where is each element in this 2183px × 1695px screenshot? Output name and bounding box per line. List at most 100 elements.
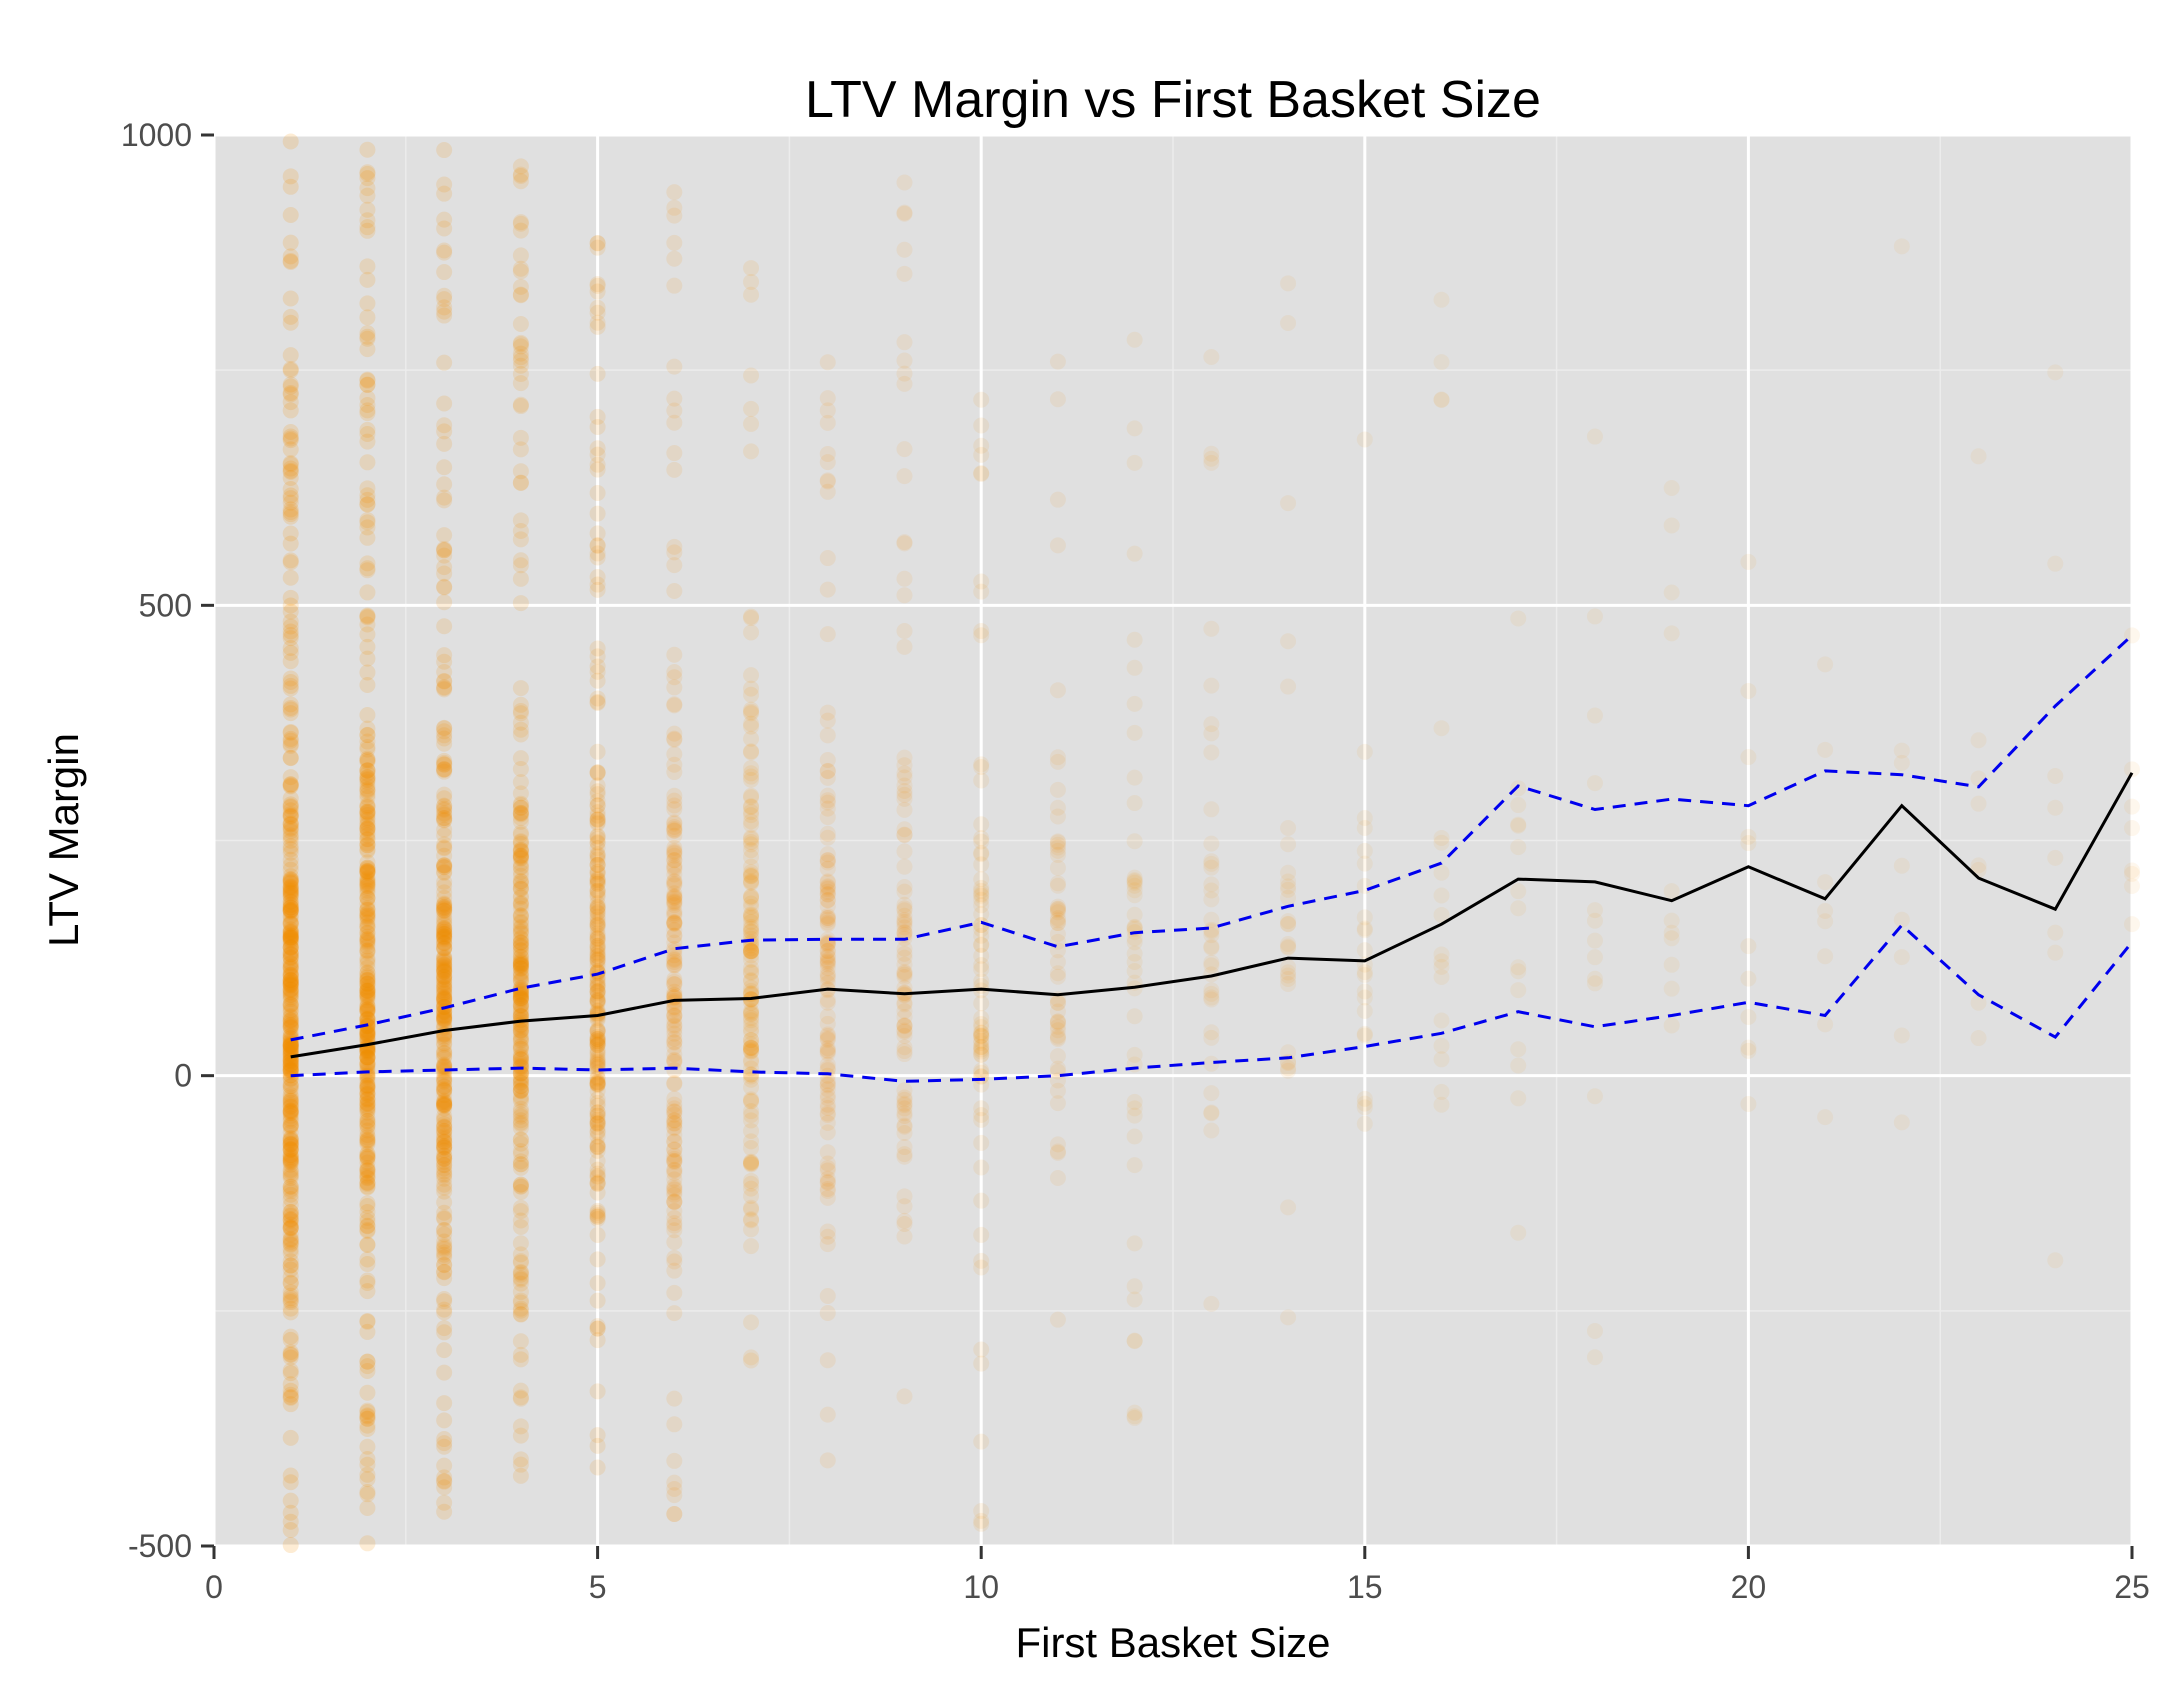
scatter-point <box>1203 450 1220 467</box>
scatter-point <box>282 879 299 896</box>
scatter-point <box>819 886 836 903</box>
scatter-point <box>282 975 299 992</box>
scatter-point <box>282 1030 299 1047</box>
scatter-point <box>589 797 606 814</box>
scatter-point <box>589 814 606 831</box>
scatter-point <box>282 1033 299 1050</box>
scatter-point <box>1510 839 1527 856</box>
scatter-point <box>436 720 453 737</box>
scatter-point <box>436 1096 453 1113</box>
scatter-point <box>819 1228 836 1245</box>
scatter-point <box>436 242 453 259</box>
scatter-point <box>512 1156 529 1173</box>
scatter-point <box>359 1011 376 1028</box>
scatter-point <box>359 1218 376 1235</box>
scatter-point <box>666 821 683 838</box>
scatter-point <box>359 1272 376 1289</box>
scatter-point <box>973 627 990 644</box>
scatter-point <box>512 850 529 867</box>
scatter-point <box>1663 924 1680 941</box>
scatter-point <box>359 1034 376 1051</box>
scatter-point <box>359 924 376 941</box>
scatter-point <box>512 1069 529 1086</box>
scatter-point <box>436 810 453 827</box>
scatter-point <box>359 762 376 779</box>
scatter-point <box>589 1184 606 1201</box>
scatter-point <box>282 915 299 932</box>
scatter-point <box>359 376 376 393</box>
scatter-point <box>359 1420 376 1437</box>
scatter-point <box>819 809 836 826</box>
scatter-point <box>512 1046 529 1063</box>
scatter-point <box>589 804 606 821</box>
scatter-point <box>282 861 299 878</box>
scatter-point <box>819 952 836 969</box>
scatter-point <box>1203 620 1220 637</box>
scatter-point <box>896 1188 913 1205</box>
scatter-point <box>512 934 529 951</box>
mean-line <box>290 772 2134 1059</box>
scatter-point <box>743 759 760 776</box>
scatter-point <box>512 1351 529 1368</box>
scatter-point <box>512 888 529 905</box>
scatter-point <box>359 584 376 601</box>
scatter-point <box>589 1107 606 1124</box>
scatter-point <box>436 971 453 988</box>
scatter-point <box>896 1017 913 1034</box>
scatter-point <box>1203 1122 1220 1139</box>
scatter-point <box>1049 875 1066 892</box>
scatter-point <box>743 1172 760 1189</box>
scatter-point <box>282 816 299 833</box>
scatter-point <box>282 776 299 793</box>
scatter-point <box>819 1189 836 1206</box>
scatter-point <box>743 1352 760 1369</box>
scatter-point <box>359 433 376 450</box>
scatter-point <box>512 1275 529 1292</box>
scatter-point <box>819 1406 836 1423</box>
scatter-point <box>819 909 836 926</box>
scatter-point <box>589 864 606 881</box>
scatter-point <box>666 1046 683 1063</box>
scatter-point <box>436 958 453 975</box>
scatter-point <box>819 792 836 809</box>
scatter-point <box>282 972 299 989</box>
scatter-point <box>589 1427 606 1444</box>
scatter-point <box>743 798 760 815</box>
scatter-point <box>512 696 529 713</box>
scatter-point <box>359 562 376 579</box>
scatter-point <box>512 1427 529 1444</box>
scatter-point <box>589 904 606 921</box>
scatter-point <box>436 1412 453 1429</box>
scatter-point <box>359 295 376 312</box>
scatter-point <box>512 1074 529 1091</box>
scatter-point <box>359 170 376 187</box>
scatter-point <box>512 1030 529 1047</box>
scatter-point <box>359 1049 376 1066</box>
scatter-point <box>589 908 606 925</box>
scatter-point <box>512 1114 529 1131</box>
scatter-point <box>1126 1157 1143 1174</box>
scatter-point <box>359 827 376 844</box>
scatter-point <box>282 569 299 586</box>
scatter-point <box>282 630 299 647</box>
scatter-point <box>1049 537 1066 554</box>
scatter-point <box>436 1270 453 1287</box>
scatter-point <box>282 1522 299 1539</box>
scatter-point <box>589 828 606 845</box>
scatter-point <box>1356 942 1373 959</box>
scatter-point <box>282 977 299 994</box>
scatter-point <box>282 851 299 868</box>
scatter-point <box>973 1355 990 1372</box>
scatter-point <box>1893 1027 1910 1044</box>
scatter-point <box>359 918 376 935</box>
scatter-point <box>359 859 376 876</box>
scatter-point <box>589 1031 606 1048</box>
scatter-point <box>282 1102 299 1119</box>
scatter-point <box>436 1131 453 1148</box>
scatter-point <box>436 800 453 817</box>
scatter-point <box>282 844 299 861</box>
scatter-point <box>896 1215 913 1232</box>
scatter-point <box>743 1040 760 1057</box>
scatter-point <box>436 1139 453 1156</box>
scatter-point <box>359 1313 376 1330</box>
